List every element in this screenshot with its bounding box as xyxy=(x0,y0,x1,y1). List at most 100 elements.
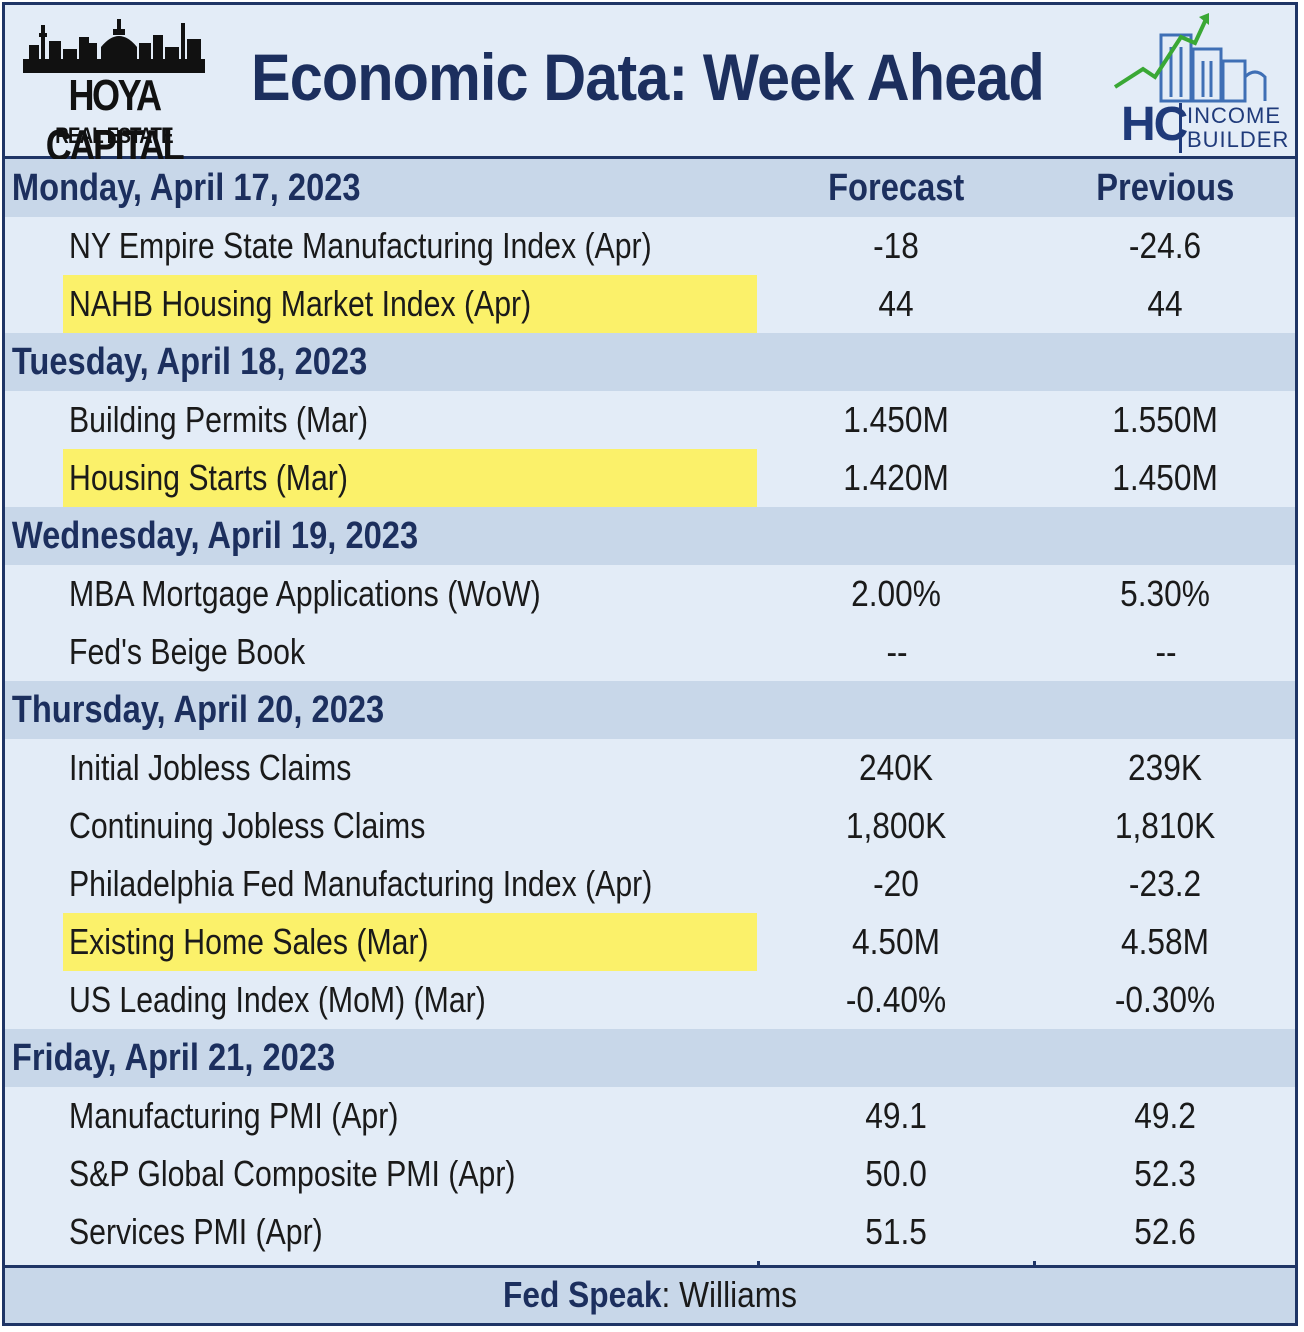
forecast-value: 4.50M xyxy=(852,921,941,962)
hoya-capital-logo: HOYA CAPITAL REAL ESTATE xyxy=(19,15,209,170)
day-header-row: Monday, April 17, 2023 Forecast Previous xyxy=(5,159,1295,217)
income-wordmark: INCOME xyxy=(1187,103,1281,128)
forecast-cell: 1,800K xyxy=(760,797,1033,855)
forecast-cell: 2.00% xyxy=(760,565,1033,623)
highlight-marker xyxy=(63,275,757,333)
forecast-cell xyxy=(760,1029,1033,1087)
forecast-cell: -- xyxy=(760,623,1033,681)
indicator-name-wrap: S&P Global Composite PMI (Apr) xyxy=(69,1145,601,1203)
indicator-name-cell: NAHB Housing Market Index (Apr) xyxy=(5,275,757,333)
day-label-cell: Friday, April 21, 2023 xyxy=(5,1029,757,1087)
day-label: Monday, April 17, 2023 xyxy=(11,167,361,209)
indicator-name-cell: MBA Mortgage Applications (WoW) xyxy=(5,565,757,623)
previous-cell: 5.30% xyxy=(1036,565,1295,623)
indicator-name-cell: Philadelphia Fed Manufacturing Index (Ap… xyxy=(5,855,757,913)
table-row: Building Permits (Mar) 1.450M 1.550M xyxy=(5,391,1295,449)
indicator-name-cell: NY Empire State Manufacturing Index (Apr… xyxy=(5,217,757,275)
previous-cell xyxy=(1036,681,1295,739)
logo-divider xyxy=(1179,103,1182,153)
day-label: Thursday, April 20, 2023 xyxy=(11,689,385,731)
skyline-icon xyxy=(23,19,205,73)
indicator-name-cell: Fed's Beige Book xyxy=(5,623,757,681)
table-row: MBA Mortgage Applications (WoW) 2.00% 5.30… xyxy=(5,565,1295,623)
indicator-name-wrap: Philadelphia Fed Manufacturing Index (Ap… xyxy=(69,855,763,913)
hoya-capital-wordmark: HOYA CAPITAL xyxy=(45,71,185,170)
forecast-value: Forecast xyxy=(828,167,965,209)
table-row: Manufacturing PMI (Apr) 49.1 49.2 xyxy=(5,1087,1295,1145)
forecast-cell xyxy=(760,333,1033,391)
day-header-row: Friday, April 21, 2023 xyxy=(5,1029,1295,1087)
forecast-value: -20 xyxy=(873,863,920,904)
table-row: Services PMI (Apr) 51.5 52.6 xyxy=(5,1203,1295,1261)
table-row: S&P Global Composite PMI (Apr) 50.0 52.3 xyxy=(5,1145,1295,1203)
previous-value: 1.550M xyxy=(1112,399,1219,440)
forecast-cell: 1.420M xyxy=(760,449,1033,507)
indicator-name-wrap: MBA Mortgage Applications (WoW) xyxy=(69,565,631,623)
previous-cell: 1.450M xyxy=(1036,449,1295,507)
previous-cell: -23.2 xyxy=(1036,855,1295,913)
day-header-row: Wednesday, April 19, 2023 xyxy=(5,507,1295,565)
forecast-value: -- xyxy=(885,631,908,672)
fed-speak-footer: Fed Speak: Williams xyxy=(5,1265,1295,1323)
indicator-name: MBA Mortgage Applications (WoW) xyxy=(69,573,541,614)
indicator-name: Initial Jobless Claims xyxy=(69,747,352,788)
forecast-cell: -0.40% xyxy=(760,971,1033,1029)
previous-value: 49.2 xyxy=(1134,1095,1197,1136)
forecast-value: 1,800K xyxy=(846,805,947,846)
forecast-cell xyxy=(760,681,1033,739)
day-header-row: Tuesday, April 18, 2023 xyxy=(5,333,1295,391)
previous-cell: -- xyxy=(1036,623,1295,681)
day-label-cell: Thursday, April 20, 2023 xyxy=(5,681,757,739)
previous-value: 5.30% xyxy=(1120,573,1211,614)
previous-value: 1,810K xyxy=(1115,805,1216,846)
day-label-cell: Wednesday, April 19, 2023 xyxy=(5,507,757,565)
indicator-name: S&P Global Composite PMI (Apr) xyxy=(69,1153,516,1194)
forecast-cell: 50.0 xyxy=(760,1145,1033,1203)
indicator-name-cell: Building Permits (Mar) xyxy=(5,391,757,449)
hc-income-builder-logo: HC INCOME BUILDER xyxy=(1109,11,1288,155)
fed-speak-value: : Williams xyxy=(661,1274,797,1315)
table-row: NAHB Housing Market Index (Apr) 44 44 xyxy=(5,275,1295,333)
forecast-value: 49.1 xyxy=(865,1095,928,1136)
indicator-name: US Leading Index (MoM) (Mar) xyxy=(69,979,486,1020)
previous-cell: 4.58M xyxy=(1036,913,1295,971)
real-estate-wordmark: REAL ESTATE xyxy=(55,123,173,148)
indicator-name-wrap: NY Empire State Manufacturing Index (Apr… xyxy=(69,217,763,275)
previous-cell xyxy=(1036,1029,1295,1087)
fed-speak-label: Fed Speak xyxy=(503,1274,662,1315)
indicator-name-cell: Manufacturing PMI (Apr) xyxy=(5,1087,757,1145)
previous-cell xyxy=(1036,507,1295,565)
indicator-name-wrap: Building Permits (Mar) xyxy=(69,391,425,449)
indicator-name-wrap: Existing Home Sales (Mar) xyxy=(69,913,497,971)
previous-value: 4.58M xyxy=(1121,921,1210,962)
indicator-name: Philadelphia Fed Manufacturing Index (Ap… xyxy=(69,863,653,904)
previous-cell: -0.30% xyxy=(1036,971,1295,1029)
indicator-name-cell: Initial Jobless Claims xyxy=(5,739,757,797)
indicator-name-wrap: US Leading Index (MoM) (Mar) xyxy=(69,971,565,1029)
indicator-name-wrap: Housing Starts (Mar) xyxy=(69,449,401,507)
data-table: Monday, April 17, 2023 Forecast Previous NY… xyxy=(5,159,1295,1265)
highlight-marker xyxy=(63,449,757,507)
indicator-name: NY Empire State Manufacturing Index (Apr… xyxy=(69,225,652,266)
forecast-cell: 240K xyxy=(760,739,1033,797)
indicator-name-wrap: Fed's Beige Book xyxy=(69,623,350,681)
previous-cell: 52.3 xyxy=(1036,1145,1295,1203)
forecast-cell: 49.1 xyxy=(760,1087,1033,1145)
indicator-name: Continuing Jobless Claims xyxy=(69,805,426,846)
forecast-cell: 1.450M xyxy=(760,391,1033,449)
table-row: Housing Starts (Mar) 1.420M 1.450M xyxy=(5,449,1295,507)
table-row: Fed's Beige Book -- -- xyxy=(5,623,1295,681)
previous-cell: 1,810K xyxy=(1036,797,1295,855)
previous-cell: -24.6 xyxy=(1036,217,1295,275)
indicator-name-cell: Continuing Jobless Claims xyxy=(5,797,757,855)
forecast-cell: 4.50M xyxy=(760,913,1033,971)
indicator-name-wrap: NAHB Housing Market Index (Apr) xyxy=(69,275,619,333)
previous-cell: 49.2 xyxy=(1036,1087,1295,1145)
forecast-value: 240K xyxy=(859,747,934,788)
table-row: Initial Jobless Claims 240K 239K xyxy=(5,739,1295,797)
table-row: US Leading Index (MoM) (Mar) -0.40% -0.30% xyxy=(5,971,1295,1029)
indicator-name: Existing Home Sales (Mar) xyxy=(69,921,429,962)
table-row: Existing Home Sales (Mar) 4.50M 4.58M xyxy=(5,913,1295,971)
builder-wordmark: BUILDER xyxy=(1187,127,1290,152)
indicator-name-wrap: Manufacturing PMI (Apr) xyxy=(69,1087,461,1145)
